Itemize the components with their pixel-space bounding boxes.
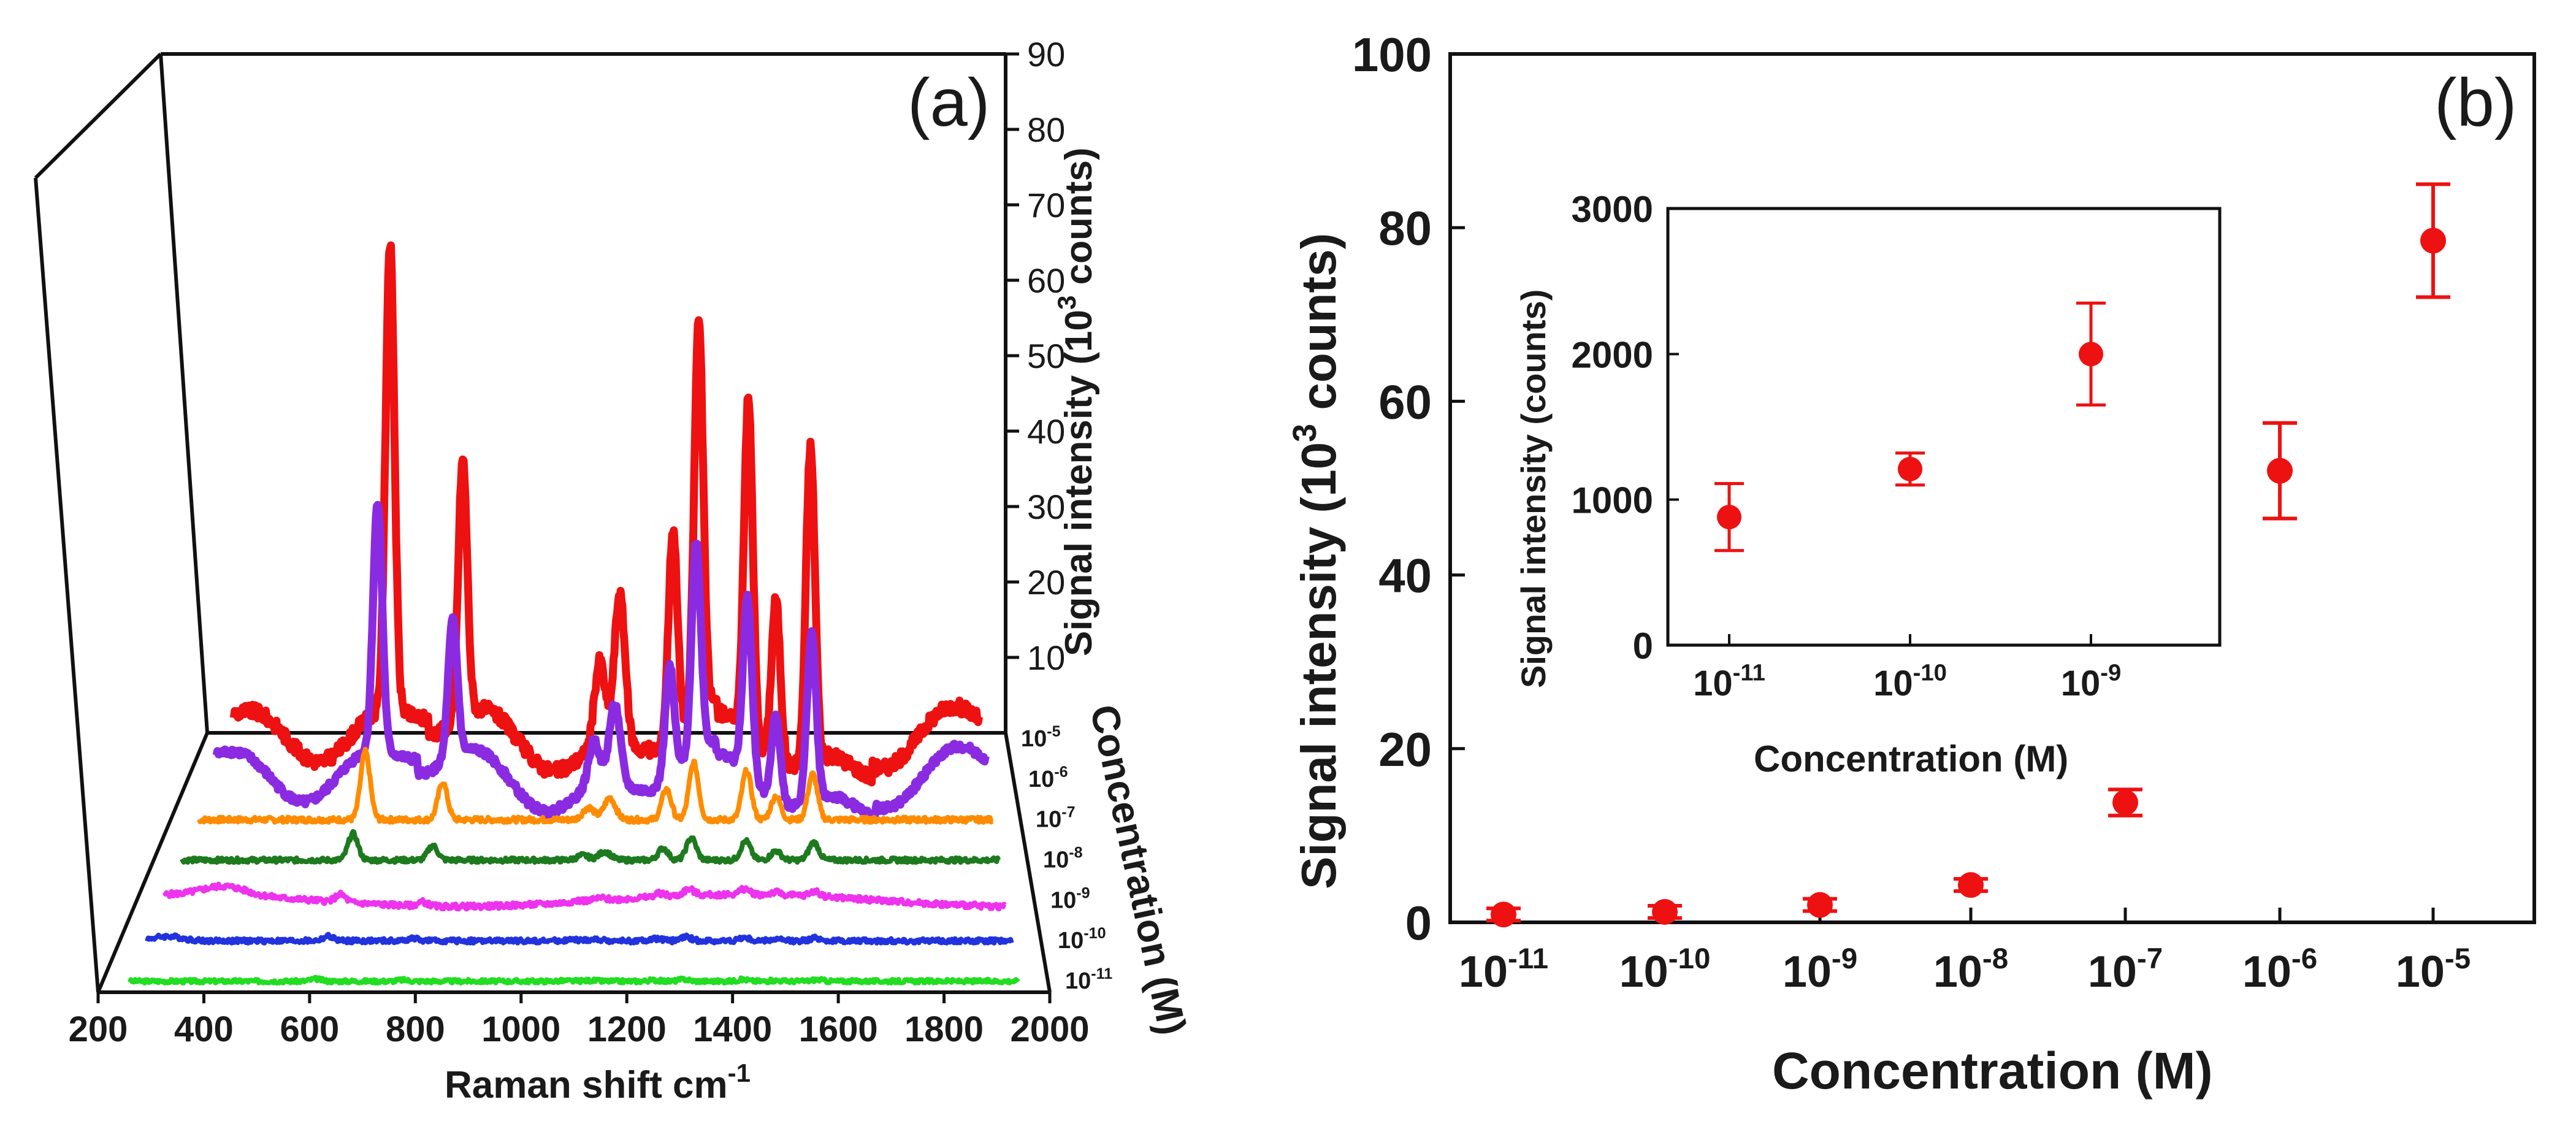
concentration-label-10-8: 10-8 [1043, 844, 1083, 873]
panel-b-plot-frame [1448, 52, 2536, 924]
y-tick-label: 70 [1027, 186, 1065, 224]
panel-a-z-axis-title: Concentration (M) [1082, 701, 1194, 1039]
y-tick-label: 20 [1027, 563, 1065, 602]
x-tick-label: 1600 [799, 1009, 878, 1049]
x-tick-label: 1200 [587, 1009, 667, 1049]
inset-x-tick-label: 10-11 [1693, 660, 1765, 703]
x-tick-label: 1000 [481, 1009, 560, 1049]
spectrum-line-10-10 [145, 932, 1014, 946]
panel-b-x-axis-title: Concentration (M) [1772, 1042, 2213, 1100]
x-tick-label: 1800 [904, 1009, 984, 1049]
spectrum-line-10-11 [127, 974, 1020, 986]
y-tick-label: 50 [1027, 337, 1065, 375]
x-tick-label: 10-9 [1783, 943, 1857, 997]
data-point [1491, 901, 1516, 928]
x-tick-label: 600 [280, 1009, 339, 1049]
data-point [1807, 892, 1833, 918]
spectrum-line-10-6 [212, 500, 990, 824]
data-point [2112, 789, 2138, 816]
y-tick-label: 80 [1378, 201, 1432, 255]
y-tick-label: 10 [1027, 638, 1065, 677]
inset-y-axis-title: Signal intensity (counts) [1514, 289, 1553, 688]
inset-y-tick-label: 2000 [1572, 334, 1653, 375]
x-tick-label: 1400 [693, 1009, 772, 1049]
y-tick-label: 40 [1027, 412, 1065, 451]
x-tick-label: 10-7 [2088, 943, 2163, 997]
inset-y-tick-label: 1000 [1572, 480, 1653, 521]
y-tick-label: 60 [1378, 375, 1432, 429]
concentration-label-10-6: 10-6 [1028, 764, 1068, 792]
y-tick-label: 80 [1027, 110, 1065, 149]
inset-data-point [1898, 456, 1922, 481]
data-point [2267, 457, 2293, 484]
panel-b-label: (b) [2434, 65, 2517, 140]
y-tick-label: 40 [1378, 549, 1432, 603]
x-tick-label: 10-8 [1933, 943, 2008, 997]
data-point [1652, 899, 1678, 925]
y-tick-label: 60 [1027, 261, 1065, 300]
y-tick-label: 30 [1027, 488, 1065, 526]
inset-data-point [1717, 505, 1741, 530]
inset-plot-frame [1666, 207, 2222, 647]
panel-a-label: (a) [908, 65, 990, 140]
spectrum-line-10-8 [180, 829, 1001, 865]
panel-a-waterfall: 10 20 30 40 50 60 70 80 90 200 400 600 800 1000 1200 1… [34, 35, 1195, 1106]
panel-a-y-axis-title: Signal intensity (103 counts) [1052, 148, 1100, 657]
x-tick-label: 200 [69, 1009, 128, 1049]
spectrum-line-10-7 [197, 746, 994, 825]
x-tick-label: 10-6 [2242, 943, 2317, 997]
panel-b-scatter: 0 20 40 60 80 100 10-11 10-10 10-9 10-8 10-7 10-6 1… [1286, 28, 2536, 1100]
data-point [1958, 872, 1984, 898]
x-tick-label: 10-5 [2396, 943, 2471, 997]
spectrum-line-10-9 [162, 881, 1007, 912]
x-tick-label: 10-10 [1619, 943, 1711, 997]
box-edge [34, 52, 162, 180]
inset-data-point [2079, 342, 2103, 367]
data-point [2420, 228, 2446, 254]
spectrum-line-10-5 [229, 241, 984, 787]
inset-x-tick-label: 10-9 [2061, 660, 2122, 703]
concentration-label-10-10: 10-10 [1058, 925, 1106, 954]
y-tick-label: 90 [1027, 35, 1065, 74]
y-tick-label: 100 [1352, 28, 1432, 82]
box-edge [96, 732, 209, 993]
panel-b-y-axis-title: Signal intensity (103 counts) [1286, 233, 1346, 889]
inset-y-tick-label: 3000 [1572, 189, 1653, 230]
panel-a-x-axis-title: Raman shift cm-1 [445, 1058, 751, 1106]
concentration-label-10-9: 10-9 [1050, 884, 1090, 913]
x-tick-label: 2000 [1010, 1009, 1089, 1049]
x-tick-label: 800 [386, 1009, 445, 1049]
box-edge [34, 177, 100, 993]
y-tick-label: 20 [1378, 722, 1432, 776]
x-tick-label: 400 [174, 1009, 234, 1049]
inset-y-tick-label: 0 [1633, 626, 1653, 667]
inset-x-axis-title: Concentration (M) [1754, 738, 2068, 779]
inset-x-tick-label: 10-10 [1873, 660, 1947, 703]
concentration-label-10-5: 10-5 [1021, 723, 1061, 752]
y-tick-label: 0 [1405, 896, 1432, 950]
box-edge [1004, 732, 1052, 993]
concentration-label-10-11: 10-11 [1065, 965, 1112, 994]
x-tick-label: 10-11 [1459, 943, 1548, 997]
concentration-label-10-7: 10-7 [1036, 804, 1076, 833]
box-edge [159, 53, 209, 733]
